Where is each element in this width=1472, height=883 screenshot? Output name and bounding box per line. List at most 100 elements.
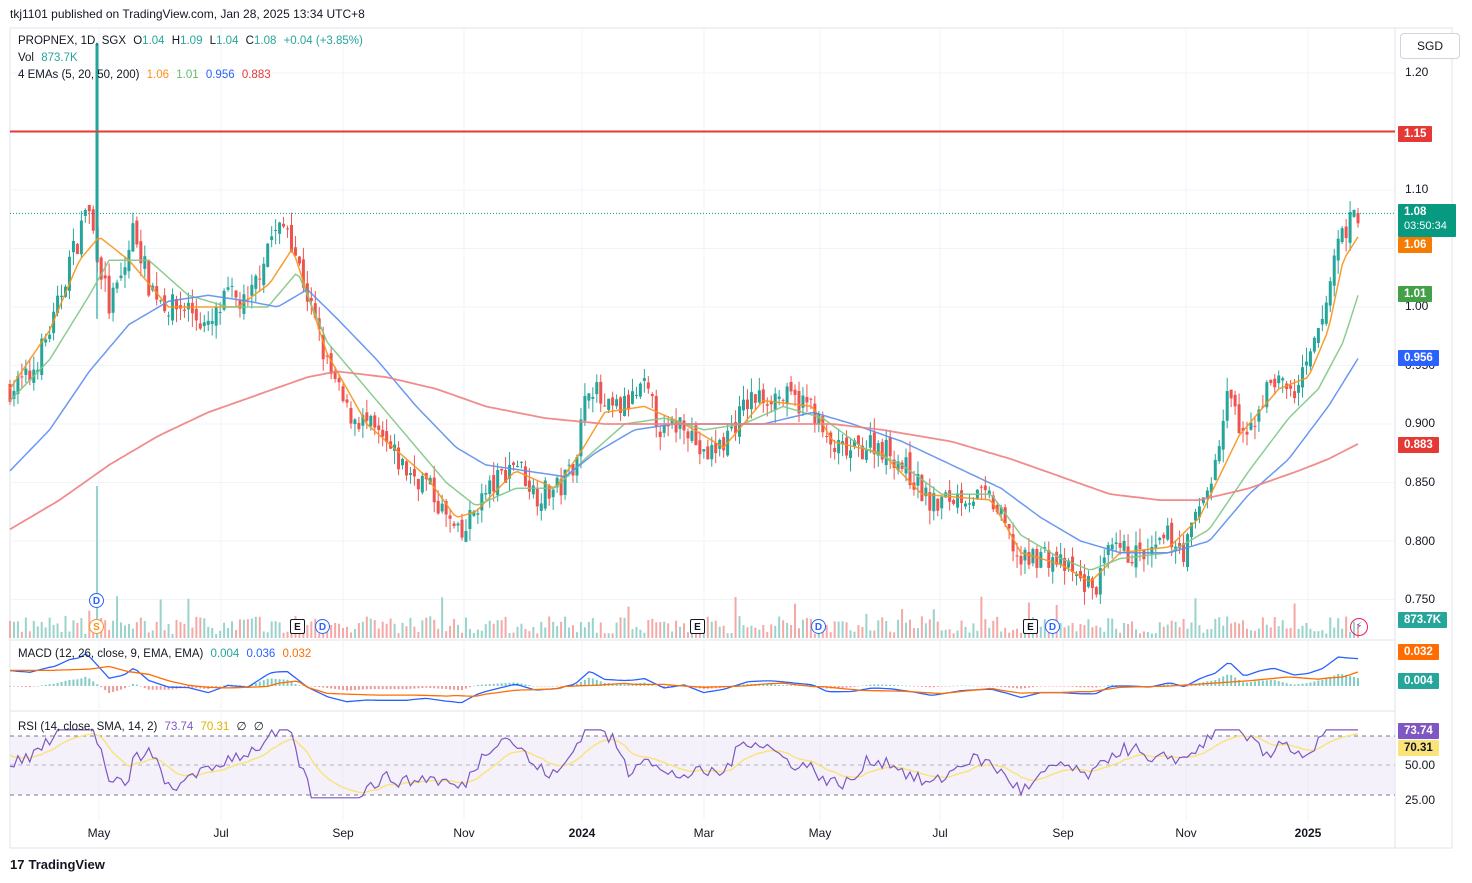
- candle-body: [1154, 544, 1158, 548]
- volume-bar: [346, 626, 349, 638]
- volume-bar: [1186, 628, 1189, 638]
- dividend-event-icon[interactable]: D: [811, 619, 826, 634]
- macd-hist-bar: [266, 678, 269, 686]
- legend-symbol-row[interactable]: PROPNEX, 1D, SGX O1.04 H1.09 L1.04 C1.08…: [18, 35, 371, 47]
- legend-ema-row[interactable]: 4 EMAs (5, 20, 50, 200) 1.06 1.01 0.956 …: [18, 69, 275, 81]
- macd-hist-bar: [591, 678, 594, 686]
- ema200-line: [9, 370, 1359, 531]
- volume-bar: [615, 622, 618, 638]
- earnings-event-icon[interactable]: E: [690, 619, 705, 634]
- candle-body: [579, 419, 583, 457]
- earnings-event-icon[interactable]: E: [1023, 619, 1038, 634]
- volume-bar: [1285, 628, 1288, 638]
- macd-hist-bar: [286, 679, 289, 686]
- volume-bar: [171, 633, 174, 638]
- candle-body: [856, 435, 860, 445]
- candle-body: [194, 308, 198, 321]
- volume-bar: [631, 629, 634, 638]
- candle-body: [868, 435, 872, 448]
- volume-bar: [112, 620, 115, 638]
- macd-hist-bar: [837, 686, 840, 689]
- rsi-tag: 73.74: [1398, 723, 1439, 739]
- volume-bar: [1289, 627, 1292, 638]
- volume-bar: [571, 625, 574, 638]
- candle-body: [1063, 557, 1067, 571]
- macd-hist-bar: [762, 684, 765, 686]
- candle-body: [95, 43, 99, 261]
- volume-bar: [686, 632, 689, 638]
- currency-button[interactable]: SGD: [1400, 33, 1460, 59]
- candle-body: [777, 396, 781, 399]
- candle-body: [1297, 384, 1301, 393]
- volume-bar: [948, 629, 951, 638]
- volume-bar: [1309, 628, 1312, 638]
- macd-hist-bar: [64, 680, 67, 686]
- candle-body: [952, 499, 956, 504]
- volume-bar: [889, 631, 892, 638]
- volume-bar: [849, 630, 852, 638]
- candle-body: [1186, 534, 1190, 568]
- volume-bar: [1273, 617, 1276, 638]
- volume-bar: [76, 622, 79, 638]
- volume-bar: [599, 622, 602, 638]
- volume-bar: [266, 632, 269, 638]
- candle-body: [1122, 540, 1126, 551]
- tradingview-logo[interactable]: 17 TradingView: [10, 857, 105, 872]
- candle-body: [1110, 544, 1114, 550]
- volume-bar: [992, 620, 995, 638]
- macd-hist-bar: [16, 686, 19, 687]
- volume-bar: [123, 625, 126, 638]
- candle-body: [960, 490, 964, 504]
- volume-bar: [1230, 623, 1233, 638]
- candle-body: [420, 475, 424, 493]
- rsi-tick-label: 50.00: [1405, 758, 1436, 772]
- volume-bar: [972, 623, 975, 638]
- candle-body: [432, 477, 436, 503]
- volume-bar: [1004, 627, 1007, 638]
- volume-bar: [639, 629, 642, 638]
- dividend-event-icon[interactable]: D: [1045, 619, 1060, 634]
- candle-body: [785, 386, 789, 405]
- volume-bar: [143, 620, 146, 638]
- split-event-icon[interactable]: S: [89, 619, 104, 634]
- volume-bar: [116, 596, 119, 638]
- volume-bar: [1337, 618, 1340, 638]
- macd-hist-bar: [377, 686, 380, 690]
- volume-bar: [647, 620, 650, 638]
- candle-body: [539, 503, 543, 512]
- volume-bar: [492, 623, 495, 638]
- macd-hist-bar: [1095, 686, 1098, 688]
- candle-body: [1225, 391, 1229, 421]
- lightning-icon[interactable]: ⚡: [1350, 618, 1368, 636]
- candle-body: [1130, 561, 1134, 564]
- candle-body: [48, 334, 52, 340]
- candle-body: [979, 486, 983, 488]
- macd-hist-bar: [924, 686, 927, 688]
- volume-bar: [750, 625, 753, 638]
- volume-bar: [679, 626, 682, 638]
- volume-bar: [797, 628, 800, 638]
- candle-body: [167, 315, 171, 317]
- macd-hist-bar: [877, 684, 880, 686]
- volume-bar: [1016, 628, 1019, 638]
- macd-hist-bar: [964, 685, 967, 687]
- dividend-event-icon[interactable]: D: [315, 619, 330, 634]
- legend-volume-row[interactable]: Vol 873.7K: [18, 52, 82, 64]
- candle-body: [864, 450, 868, 460]
- legend-rsi-row[interactable]: RSI (14, close, SMA, 14, 2) 73.74 70.31 …: [18, 719, 268, 733]
- legend-macd-row[interactable]: MACD (12, 26, close, 9, EMA, EMA) 0.004 …: [18, 648, 315, 660]
- candle-body: [1245, 431, 1249, 435]
- volume-bar: [1345, 616, 1348, 638]
- volume-bar: [1261, 617, 1264, 638]
- candle-body: [619, 397, 623, 413]
- macd-hist-bar: [1004, 686, 1007, 688]
- macd-hist-bar: [123, 686, 126, 689]
- earnings-event-icon[interactable]: E: [290, 619, 305, 634]
- candle-body: [987, 490, 991, 495]
- candle-body: [1019, 555, 1023, 565]
- macd-hist-bar: [865, 685, 868, 686]
- candle-body: [527, 480, 531, 492]
- candle-body: [488, 480, 492, 495]
- dividend-event-icon[interactable]: D: [89, 593, 104, 608]
